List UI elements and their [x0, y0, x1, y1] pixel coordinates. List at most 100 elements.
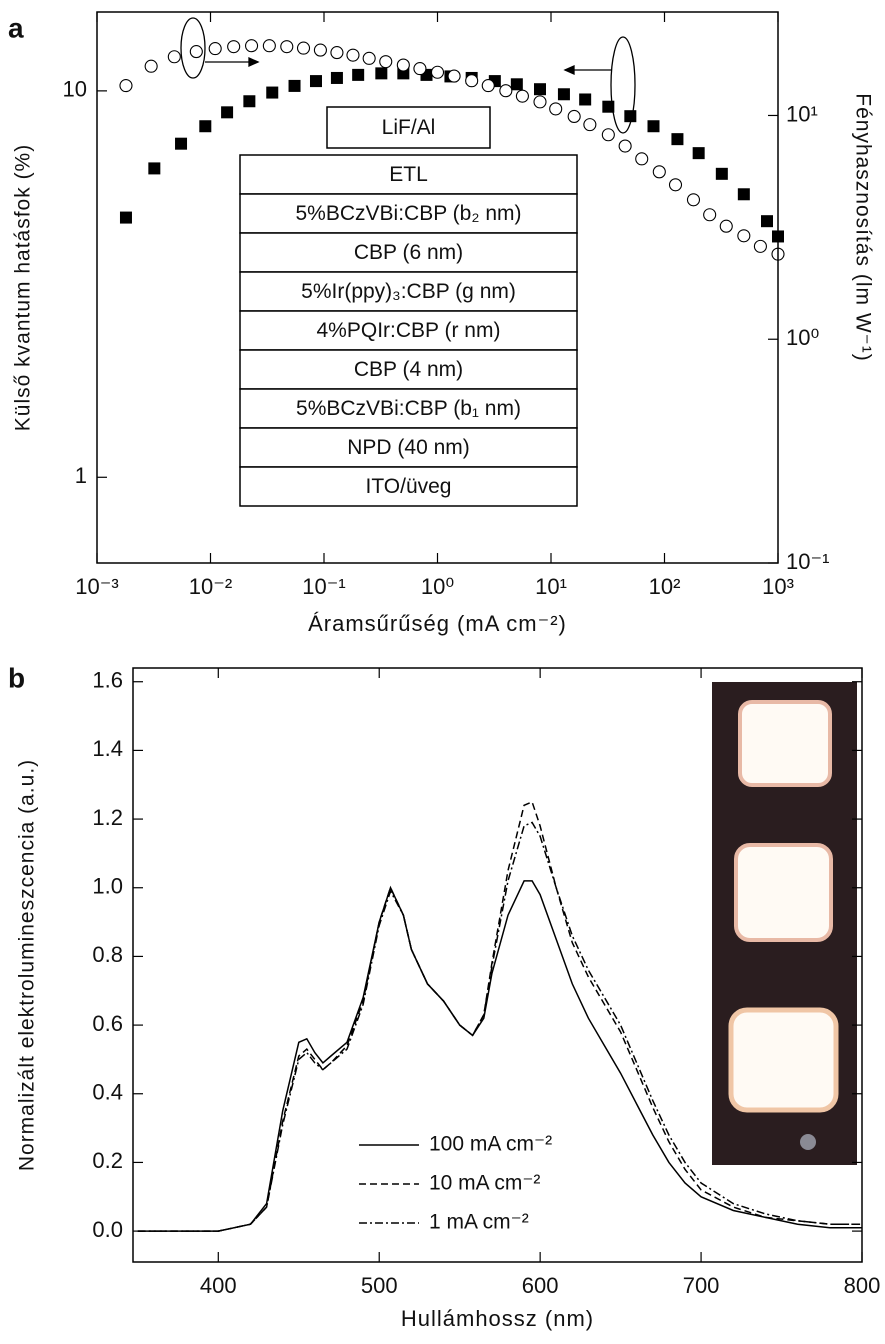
layer-label: 5%BCzVBi:CBP (b₁ nm)	[296, 397, 521, 420]
arrowhead	[563, 64, 575, 76]
marker-square	[715, 167, 728, 180]
layer-box	[239, 388, 578, 429]
y2-tick-label: 10¹	[786, 101, 818, 126]
spectrum-line	[137, 800, 862, 1232]
y-tick-label: 1	[75, 463, 87, 488]
marker-circle	[567, 109, 581, 123]
marker-circle	[413, 62, 427, 76]
y-axis-label: Normalizált elektrolumineszcencia (a.u.)	[16, 759, 39, 1171]
inset-photo	[712, 682, 857, 1165]
layer-box	[239, 193, 578, 234]
marker-circle	[208, 42, 222, 56]
marker-circle	[635, 152, 649, 166]
marker-circle	[346, 48, 360, 62]
layer-label: LiF/Al	[382, 116, 436, 139]
layer-label: ITO/üveg	[366, 475, 452, 498]
x-axis-label: Áramsűrűség (mA cm⁻²)	[308, 611, 567, 636]
x-tick-label: 10¹	[535, 574, 567, 599]
pixel	[734, 843, 833, 942]
y-tick-label: 0.4	[92, 1080, 123, 1105]
layer-box	[239, 232, 578, 273]
layer-box	[239, 310, 578, 351]
layer-box	[239, 466, 578, 507]
marker-circle	[396, 58, 410, 72]
marker-circle	[499, 84, 513, 98]
panel-letter: a	[8, 12, 24, 43]
marker-circle	[227, 40, 241, 54]
legend-label: 1 mA cm⁻²	[429, 1211, 529, 1234]
layer-label: ETL	[389, 163, 428, 186]
marker-square	[510, 78, 523, 91]
layer-box	[239, 154, 578, 195]
marker-square	[288, 79, 301, 92]
marker-circle	[262, 39, 276, 53]
x-tick-label: 10⁻¹	[302, 574, 345, 599]
marker-square	[352, 68, 365, 81]
y-tick-label: 1.4	[92, 736, 123, 761]
marker-circle	[430, 65, 445, 79]
marker-square	[330, 71, 343, 84]
marker-circle	[668, 178, 683, 192]
y-tick-label: 10	[63, 77, 87, 102]
y2-tick-label: 10⁻¹	[786, 549, 829, 574]
marker-circle	[296, 41, 311, 55]
x-tick-label: 10⁰	[421, 574, 454, 599]
x-tick-label: 10⁻³	[75, 574, 118, 599]
marker-square	[534, 83, 547, 96]
marker-square	[148, 162, 161, 175]
marker-square	[647, 120, 660, 133]
y2-axis-label: Fényhasznosítás (lm W⁻¹)	[851, 93, 874, 361]
ellipse	[180, 17, 206, 79]
marker-circle	[601, 128, 615, 142]
marker-square	[737, 188, 750, 201]
marker-circle	[144, 59, 158, 73]
marker-circle	[379, 55, 393, 69]
x-tick-label: 400	[200, 1273, 237, 1298]
marker-circle	[737, 229, 751, 243]
marker-square	[375, 67, 388, 80]
marker-circle	[481, 79, 495, 93]
legend-label: 10 mA cm⁻²	[429, 1172, 540, 1195]
legend-label: 100 mA cm⁻²	[429, 1133, 552, 1156]
layer-label: 5%BCzVBi:CBP (b₂ nm)	[296, 202, 522, 225]
marker-circle	[515, 89, 529, 103]
marker-circle	[652, 165, 666, 179]
pixel	[738, 700, 832, 787]
marker-circle	[447, 69, 461, 83]
marker-square	[175, 137, 188, 150]
marker-circle	[280, 40, 294, 54]
marker-square	[761, 215, 774, 228]
marker-square	[671, 133, 684, 146]
ellipse	[610, 36, 636, 134]
marker-square	[243, 95, 256, 108]
marker-circle	[686, 193, 701, 207]
x-tick-label: 10³	[762, 574, 794, 599]
marker-circle	[753, 239, 767, 253]
y-tick-label: 1.0	[92, 874, 123, 899]
y-axis-label: Külső kvantum hatásfok (%)	[12, 144, 35, 431]
x-tick-label: 10²	[649, 574, 681, 599]
arrowhead	[248, 56, 260, 68]
marker-square	[266, 86, 279, 99]
marker-square	[119, 211, 132, 224]
marker-circle	[549, 102, 563, 116]
marker-square	[602, 100, 615, 113]
plot-frame	[132, 667, 863, 1263]
marker-circle	[245, 39, 259, 53]
panel-letter: b	[8, 662, 25, 693]
x-tick-label: 600	[522, 1273, 559, 1298]
marker-circle	[719, 219, 733, 233]
layer-box	[326, 106, 491, 149]
layer-label: 4%PQIr:CBP (r nm)	[317, 319, 501, 342]
marker-circle	[618, 139, 632, 153]
marker-circle	[330, 46, 344, 60]
marker-square	[309, 75, 322, 88]
x-tick-label: 500	[361, 1273, 398, 1298]
layer-box	[239, 349, 578, 390]
y-tick-label: 0.0	[92, 1217, 123, 1242]
y-tick-label: 1.6	[92, 668, 123, 693]
marker-circle	[119, 79, 133, 93]
marker-circle	[362, 51, 376, 65]
x-tick-label: 700	[683, 1273, 720, 1298]
